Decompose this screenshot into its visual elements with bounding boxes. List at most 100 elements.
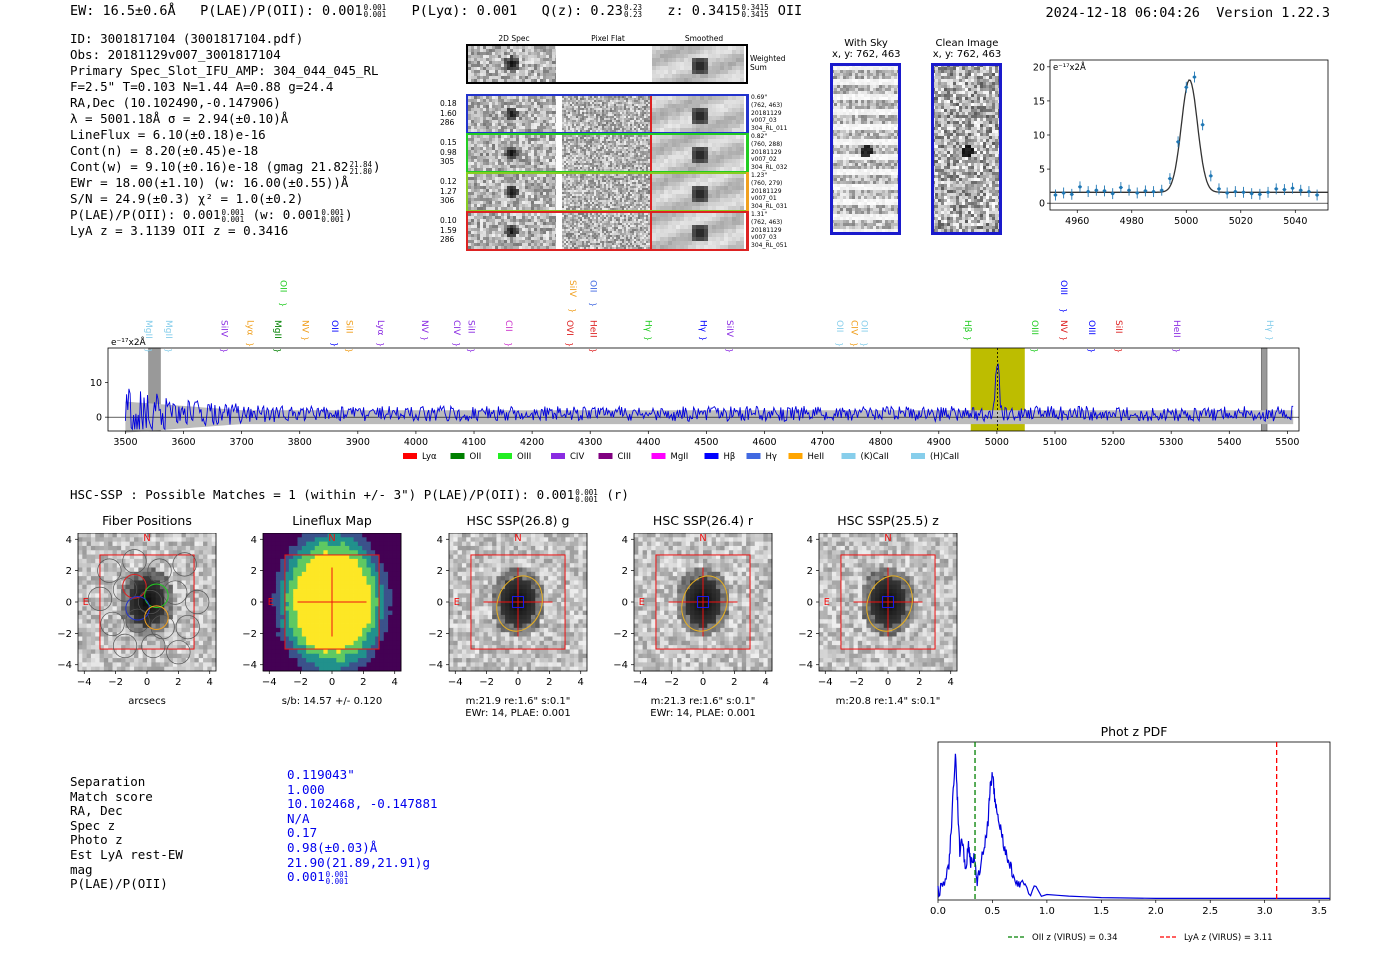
pixel	[468, 219, 472, 223]
pixel	[555, 180, 556, 184]
pixel	[638, 120, 641, 123]
pixel	[610, 159, 613, 162]
pixel	[546, 231, 550, 235]
pixel	[720, 194, 725, 199]
pixel	[622, 122, 625, 125]
pixel	[676, 163, 681, 168]
pixel	[588, 161, 591, 164]
pixel	[474, 153, 478, 157]
pixel	[620, 122, 623, 125]
pixel	[507, 114, 511, 118]
pixel	[564, 116, 567, 119]
pixel	[588, 192, 591, 195]
pixel	[588, 112, 591, 115]
pixel	[486, 180, 490, 184]
pixel	[552, 102, 556, 106]
pixel	[572, 165, 575, 168]
pixel	[564, 102, 567, 105]
pixel	[555, 222, 556, 226]
pixel	[498, 207, 502, 210]
pixel	[510, 96, 514, 100]
pixel	[507, 120, 511, 124]
pixel	[688, 116, 693, 121]
pixel	[680, 46, 685, 51]
pixel	[604, 159, 607, 162]
pixel	[602, 202, 605, 205]
pixel	[570, 167, 573, 170]
pixel	[626, 151, 629, 154]
pixel	[504, 96, 508, 100]
pixel	[604, 190, 607, 193]
pixel	[640, 124, 643, 127]
pixel	[594, 122, 597, 125]
pixel	[489, 198, 493, 202]
pixel	[528, 96, 532, 100]
pixel	[519, 96, 523, 100]
pixel	[646, 100, 649, 103]
pixel	[564, 157, 567, 160]
pixel	[504, 204, 508, 208]
pixel	[600, 102, 603, 105]
pixel	[531, 55, 535, 59]
pixel	[626, 200, 629, 203]
pixel	[525, 135, 529, 139]
pixel	[495, 49, 499, 53]
pixel	[664, 202, 669, 207]
pixel	[552, 225, 556, 229]
pixel	[716, 128, 721, 132]
pixel	[630, 104, 633, 107]
pixel	[614, 182, 617, 185]
pixel	[580, 184, 583, 187]
pixel	[624, 159, 627, 162]
pixel	[648, 118, 650, 121]
pixel	[656, 190, 661, 195]
pixel	[716, 108, 721, 113]
pixel	[616, 157, 619, 160]
pixel	[614, 186, 617, 189]
pixel	[618, 151, 621, 154]
pixel	[618, 198, 621, 201]
pixel	[474, 46, 478, 50]
pixel	[510, 183, 514, 187]
pixel	[724, 151, 729, 156]
pixel	[614, 165, 617, 168]
pixel	[537, 64, 541, 68]
pixel	[632, 190, 635, 193]
pixel	[566, 182, 569, 185]
pixel	[598, 178, 601, 181]
pixel	[498, 144, 502, 148]
pixel	[640, 102, 643, 105]
spec2d-weighted-smooth	[652, 46, 744, 82]
pixel	[525, 174, 529, 178]
pixel	[728, 143, 733, 148]
pixel	[552, 117, 556, 121]
pixel	[680, 108, 685, 113]
pixel	[640, 188, 643, 191]
pixel	[646, 98, 649, 101]
pixel	[590, 180, 593, 183]
pixel	[592, 100, 595, 103]
pixel	[531, 183, 535, 187]
pixel	[724, 194, 729, 199]
pixel	[606, 122, 609, 125]
pixel	[648, 108, 650, 111]
pixel	[620, 120, 623, 123]
pixel	[688, 120, 693, 125]
pixel	[486, 177, 490, 181]
pixel	[656, 70, 661, 75]
pixel	[513, 135, 517, 139]
pixel	[624, 122, 627, 125]
pixel	[483, 111, 487, 115]
pixel	[606, 153, 609, 156]
pixel	[546, 186, 550, 190]
pixel	[680, 62, 685, 67]
pixel	[568, 112, 571, 115]
pixel	[616, 116, 619, 119]
pixel	[566, 114, 569, 117]
pixel	[584, 135, 587, 138]
pixel	[592, 135, 595, 138]
pixel	[568, 165, 571, 168]
pixel	[477, 201, 481, 205]
pixel	[528, 52, 532, 56]
pixel	[704, 202, 709, 207]
